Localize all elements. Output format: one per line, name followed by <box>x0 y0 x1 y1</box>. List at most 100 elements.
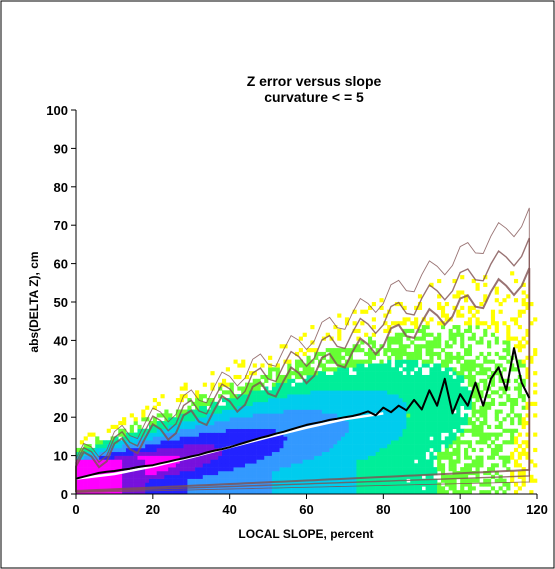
heatmap-cell <box>429 405 434 410</box>
heatmap-cell <box>406 344 411 349</box>
heatmap-cell <box>329 424 334 430</box>
heatmap-cell <box>352 467 357 472</box>
heatmap-cell <box>195 463 200 468</box>
heatmap-cell <box>118 444 123 449</box>
heatmap-cell <box>106 470 111 476</box>
chart-subtitle: curvature < = 5 <box>264 89 364 105</box>
heatmap-cell <box>321 424 327 430</box>
heatmap-cell <box>375 421 380 426</box>
heatmap-cell <box>198 405 204 410</box>
heatmap-cell <box>76 478 81 483</box>
heatmap-cell <box>175 421 181 426</box>
heatmap-cell <box>302 363 307 368</box>
heatmap-cell <box>337 459 342 464</box>
heatmap-cell <box>429 371 434 376</box>
heatmap-cell <box>391 351 396 357</box>
heatmap-cell <box>279 417 284 422</box>
heatmap-cell <box>437 421 442 426</box>
heatmap-cell <box>421 440 426 445</box>
heatmap-cell <box>375 444 380 449</box>
heatmap-cell <box>483 367 488 372</box>
heatmap-cell <box>456 428 461 433</box>
heatmap-cell <box>425 421 430 426</box>
heatmap-cell <box>444 444 449 449</box>
heatmap-cell <box>437 401 442 406</box>
heatmap-cell <box>333 424 338 430</box>
heatmap-cell <box>371 367 376 372</box>
heatmap-cell <box>513 440 519 445</box>
heatmap-cell <box>237 386 242 391</box>
heatmap-cell <box>260 401 265 406</box>
heatmap-cell <box>283 455 288 460</box>
heatmap-cell <box>302 470 307 476</box>
heatmap-cell <box>525 440 530 445</box>
heatmap-cell <box>467 490 472 495</box>
heatmap-cell <box>356 363 361 368</box>
heatmap-cell <box>356 467 361 472</box>
heatmap-cell <box>95 455 100 460</box>
heatmap-cell <box>456 409 461 414</box>
heatmap-cell <box>237 436 242 441</box>
heatmap-cell <box>414 386 419 391</box>
heatmap-cell <box>429 367 434 372</box>
heatmap-cell <box>464 478 469 483</box>
heatmap-cell <box>252 378 257 383</box>
heatmap-cell <box>433 421 438 426</box>
heatmap-cell <box>252 451 257 456</box>
heatmap-cell <box>321 444 327 449</box>
heatmap-cell <box>360 474 365 479</box>
heatmap-cell <box>168 432 173 437</box>
heatmap-cell <box>475 459 480 464</box>
heatmap-cell <box>256 440 261 445</box>
heatmap-cell <box>417 355 423 360</box>
heatmap-cell <box>410 413 415 418</box>
heatmap-cell <box>137 470 142 476</box>
heatmap-cell <box>83 444 88 449</box>
heatmap-cell <box>145 482 150 487</box>
heatmap-cell <box>429 348 434 353</box>
heatmap-cell <box>114 455 119 460</box>
heatmap-cell <box>517 313 522 318</box>
heatmap-cell <box>310 417 315 422</box>
heatmap-cell <box>298 432 303 437</box>
heatmap-cell <box>402 359 407 364</box>
heatmap-cell <box>110 490 115 495</box>
heatmap-cell <box>122 490 127 495</box>
heatmap-cell <box>467 482 472 487</box>
heatmap-cell <box>421 374 426 380</box>
heatmap-cell <box>383 367 388 372</box>
heatmap-cell <box>187 482 192 487</box>
heatmap-cell <box>406 467 411 472</box>
heatmap-cell <box>279 486 284 491</box>
heatmap-cell <box>264 421 269 426</box>
heatmap-cell <box>156 490 161 495</box>
heatmap-cell <box>437 463 442 468</box>
heatmap-cell <box>268 455 273 460</box>
heatmap-cell <box>333 463 338 468</box>
heatmap-cell <box>291 436 296 441</box>
heatmap-cell <box>125 482 131 487</box>
heatmap-cell <box>268 463 273 468</box>
heatmap-cell <box>494 363 499 368</box>
heatmap-cell <box>371 444 376 449</box>
heatmap-cell <box>452 394 457 399</box>
heatmap-cell <box>118 451 123 456</box>
heatmap-cell <box>352 424 357 430</box>
heatmap-cell <box>102 463 108 468</box>
heatmap-cell <box>444 409 449 414</box>
heatmap-cell <box>440 486 446 491</box>
heatmap-cell <box>314 474 319 479</box>
heatmap-cell <box>298 440 303 445</box>
heatmap-cell <box>487 344 492 349</box>
heatmap-cell <box>367 386 373 391</box>
heatmap-cell <box>275 398 280 403</box>
heatmap-cell <box>440 424 446 430</box>
heatmap-cell <box>106 463 111 468</box>
heatmap-cell <box>145 440 150 445</box>
heatmap-cell <box>437 405 442 410</box>
heatmap-cell <box>440 413 446 418</box>
heatmap-cell <box>344 432 350 437</box>
heatmap-cell <box>352 428 357 433</box>
heatmap-cell <box>421 463 426 468</box>
heatmap-cell <box>325 463 330 468</box>
